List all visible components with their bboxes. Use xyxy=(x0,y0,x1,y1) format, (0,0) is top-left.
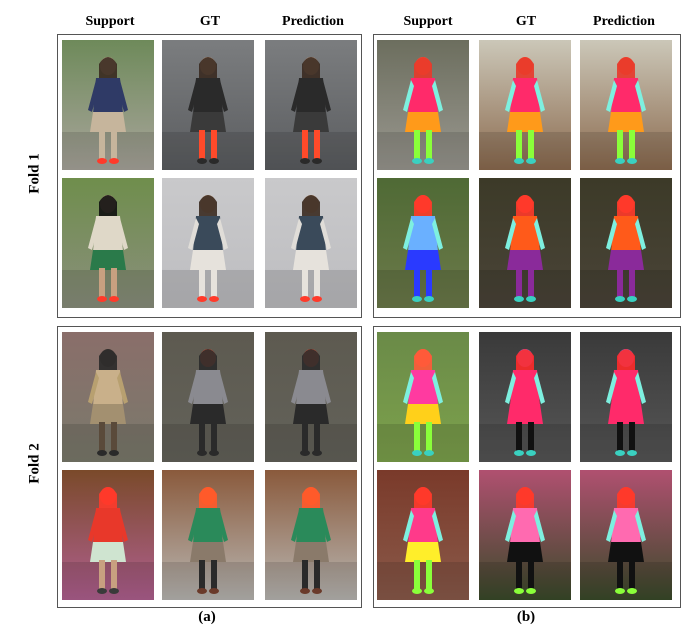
image-a-row-2-gt xyxy=(162,178,254,308)
image-a-row-3-support xyxy=(62,332,154,462)
image-b-row-4-prediction xyxy=(580,470,672,600)
row-label-fold-2: Fold 2 xyxy=(26,443,43,484)
caption-b: (b) xyxy=(516,609,536,625)
image-b-row-3-prediction xyxy=(580,332,672,462)
header-a-prediction: Prediction xyxy=(282,14,344,29)
header-a-support: Support xyxy=(85,14,135,29)
image-a-row-1-support xyxy=(62,40,154,170)
image-a-row-4-prediction xyxy=(265,470,357,600)
image-b-row-4-support xyxy=(377,470,469,600)
image-b-row-3-gt xyxy=(479,332,571,462)
header-b-gt: GT xyxy=(515,14,537,29)
image-a-row-4-support xyxy=(62,470,154,600)
image-a-row-3-prediction xyxy=(265,332,357,462)
image-b-row-2-gt xyxy=(479,178,571,308)
caption-a: (a) xyxy=(198,609,216,625)
image-a-row-1-prediction xyxy=(265,40,357,170)
image-a-row-1-gt xyxy=(162,40,254,170)
image-b-row-1-prediction xyxy=(580,40,672,170)
image-a-row-2-support xyxy=(62,178,154,308)
header-b-support: Support xyxy=(403,14,453,29)
header-b-prediction: Prediction xyxy=(593,14,655,29)
image-a-row-2-prediction xyxy=(265,178,357,308)
image-a-row-4-gt xyxy=(162,470,254,600)
image-b-row-3-support xyxy=(377,332,469,462)
image-b-row-1-gt xyxy=(479,40,571,170)
image-b-row-2-support xyxy=(377,178,469,308)
row-label-fold-1: Fold 1 xyxy=(26,153,43,194)
image-b-row-4-gt xyxy=(479,470,571,600)
image-b-row-1-support xyxy=(377,40,469,170)
header-a-gt: GT xyxy=(199,14,221,29)
image-b-row-2-prediction xyxy=(580,178,672,308)
image-a-row-3-gt xyxy=(162,332,254,462)
